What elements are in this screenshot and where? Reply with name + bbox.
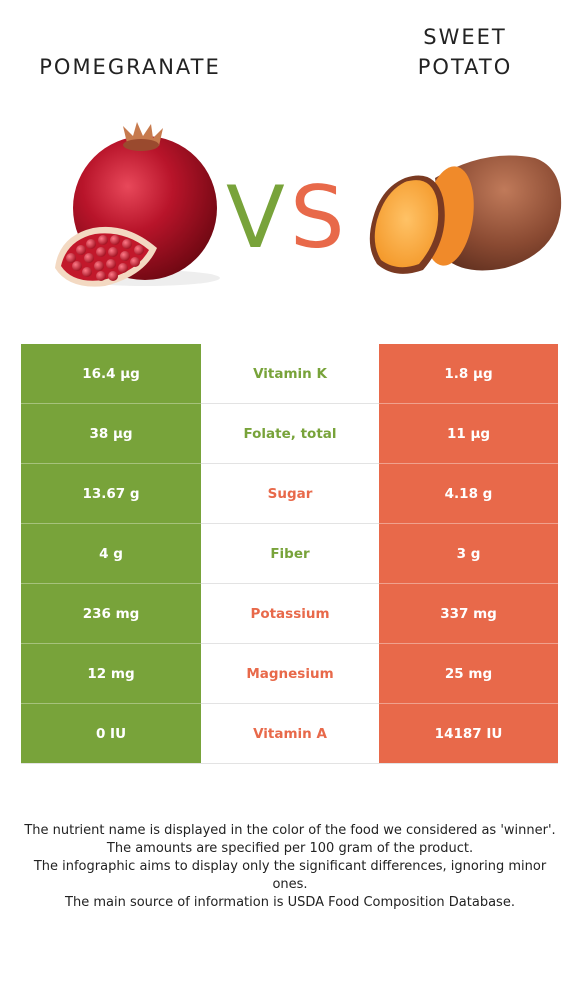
sweet-potato-value: 4.18 g [379,464,558,524]
nutrient-comparison-table: 16.4 µg Vitamin K 1.8 µg 38 µg Folate, t… [21,344,558,764]
table-row-sugar: 13.67 g Sugar 4.18 g [21,464,558,524]
nutrient-name: Folate, total [201,404,379,464]
footer-note-winner: The nutrient name is displayed in the co… [24,823,556,838]
table-row-potassium: 236 mg Potassium 337 mg [21,584,558,644]
table-row-vitamin-a: 0 IU Vitamin A 14187 IU [21,704,558,764]
food-title-sweet-potato-line2: POTATO [417,55,513,79]
pomegranate-value: 12 mg [21,644,201,704]
pomegranate-value: 16.4 µg [21,344,201,404]
pomegranate-value: 38 µg [21,404,201,464]
sweet-potato-value: 1.8 µg [379,344,558,404]
table-row-vitamin-k: 16.4 µg Vitamin K 1.8 µg [21,344,558,404]
vs-letter-s: S [290,168,345,268]
food-title-sweet-potato-line1: SWEET [423,25,507,49]
pomegranate-value: 0 IU [21,704,201,764]
pomegranate-image [55,122,220,287]
pomegranate-value: 4 g [21,524,201,584]
sweet-potato-image [369,155,562,274]
footer-note-amounts: The amounts are specified per 100 gram o… [106,841,474,856]
sweet-potato-value: 11 µg [379,404,558,464]
footer-note-significance: The infographic aims to display only the… [33,859,547,892]
sweet-potato-value: 337 mg [379,584,558,644]
sweet-potato-value: 14187 IU [379,704,558,764]
sweet-potato-value: 3 g [379,524,558,584]
table-row-folate: 38 µg Folate, total 11 µg [21,404,558,464]
food-title-sweet-potato: SWEET POTATO [370,22,560,82]
nutrient-name: Magnesium [201,644,379,704]
food-title-pomegranate: POMEGRANATE [39,55,221,79]
pomegranate-value: 236 mg [21,584,201,644]
nutrient-name: Vitamin K [201,344,379,404]
table-row-fiber: 4 g Fiber 3 g [21,524,558,584]
nutrient-name: Sugar [201,464,379,524]
nutrient-name: Vitamin A [201,704,379,764]
table-row-magnesium: 12 mg Magnesium 25 mg [21,644,558,704]
nutrient-name: Fiber [201,524,379,584]
footer-note-source: The main source of information is USDA F… [65,895,515,910]
pomegranate-value: 13.67 g [21,464,201,524]
nutrient-name: Potassium [201,584,379,644]
vs-letter-v: V [226,168,285,268]
sweet-potato-value: 25 mg [379,644,558,704]
footer-notes: The nutrient name is displayed in the co… [20,822,560,912]
